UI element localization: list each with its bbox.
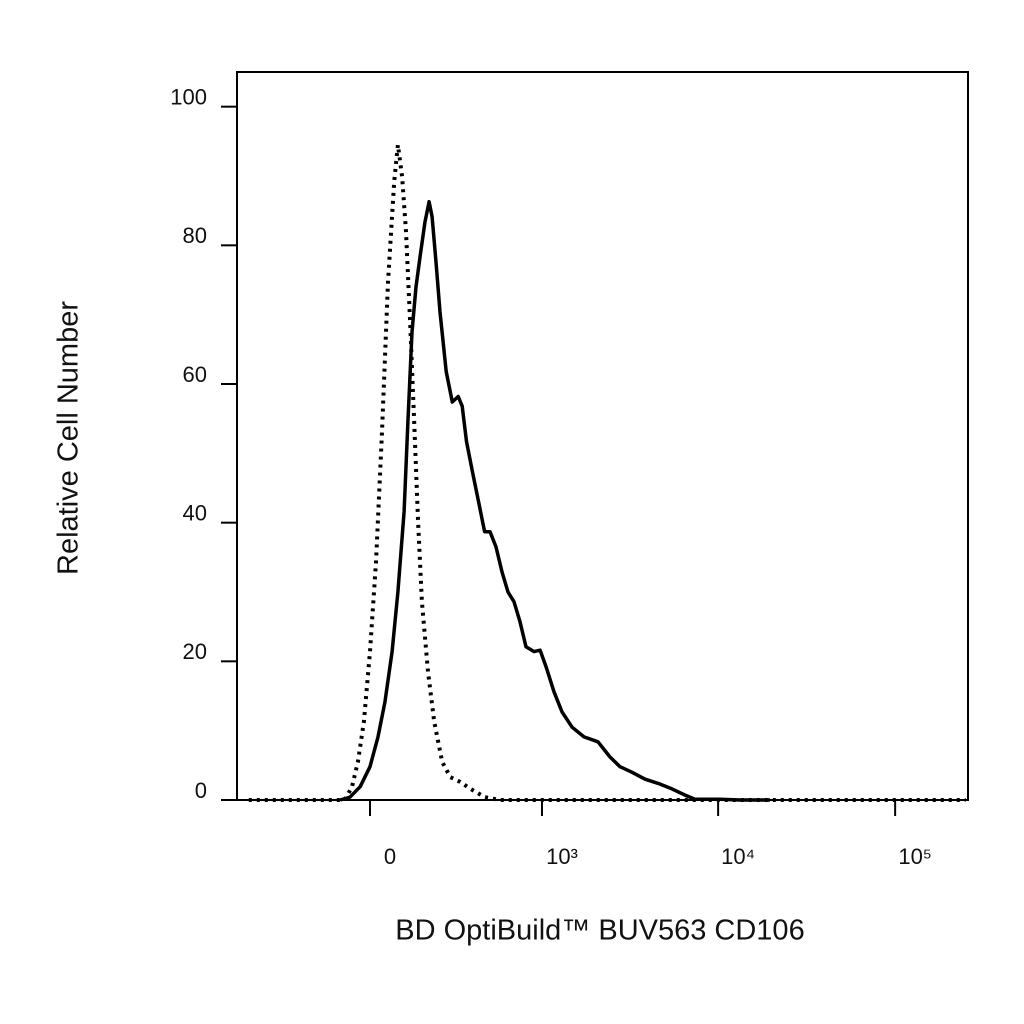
x-tick-label: 0: [384, 844, 396, 869]
x-axis-label: BD OptiBuild™ BUV563 CD106: [395, 915, 804, 947]
histogram-line: [339, 199, 771, 802]
y-axis-label: Relative Cell Number: [53, 301, 85, 575]
y-tick-label: 80: [183, 223, 207, 248]
plot-frame: [236, 71, 969, 801]
x-tick-label: 10⁵: [898, 844, 932, 869]
y-tick-label: 40: [183, 500, 207, 525]
y-tick-label: 60: [183, 362, 207, 387]
y-tick-label: 100: [170, 84, 207, 109]
x-tick-label: 10⁴: [721, 844, 755, 869]
y-tick-label: 20: [183, 639, 207, 664]
y-tick-label: 0: [195, 778, 207, 803]
histogram-line: [248, 142, 966, 802]
x-tick-label: 10³: [546, 844, 578, 869]
